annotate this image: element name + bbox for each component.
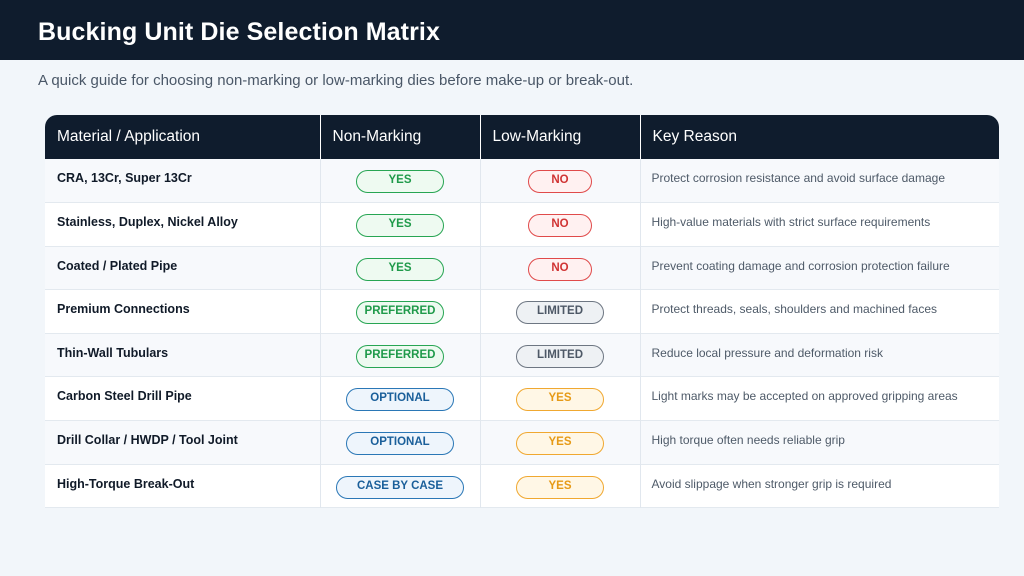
page-title: Bucking Unit Die Selection Matrix: [38, 18, 440, 46]
material-cell: High-Torque Break-Out: [45, 464, 321, 508]
non-marking-badge: YES: [356, 170, 444, 193]
non-marking-badge: YES: [356, 257, 444, 281]
low-marking-badge: YES: [516, 388, 604, 412]
reason-cell: High-value materials with strict surface…: [651, 215, 931, 230]
non-marking-badge: YES: [356, 214, 444, 238]
low-marking-badge: YES: [516, 432, 604, 456]
table-row: Coated / Plated Pipe YES NO Prevent coat…: [45, 246, 999, 290]
material-cell: CRA, 13Cr, Super 13Cr: [45, 159, 321, 203]
non-marking-badge: OPTIONAL: [346, 432, 454, 456]
table-row: CRA, 13Cr, Super 13Cr YES NO Protect cor…: [45, 159, 999, 203]
material-cell: Thin-Wall Tubulars: [45, 333, 321, 377]
table-header-row: Material / Application Non-Marking Low-M…: [45, 115, 999, 159]
low-marking-badge: NO: [528, 214, 592, 238]
low-marking-badge: NO: [528, 170, 592, 193]
material-cell: Coated / Plated Pipe: [45, 246, 321, 290]
material-cell: Carbon Steel Drill Pipe: [45, 376, 321, 421]
header-non-marking: Non-Marking: [320, 115, 481, 159]
title-bar: Bucking Unit Die Selection Matrix: [0, 0, 1024, 60]
non-marking-badge: PREFERRED: [356, 301, 444, 325]
reason-cell: Protect corrosion resistance and avoid s…: [651, 171, 946, 185]
low-marking-badge: LIMITED: [516, 301, 604, 325]
header-low-marking: Low-Marking: [480, 115, 641, 159]
low-marking-badge: NO: [528, 257, 592, 281]
header-material: Material / Application: [45, 115, 321, 159]
table-row: Drill Collar / HWDP / Tool Joint OPTIONA…: [45, 420, 999, 465]
non-marking-badge: CASE BY CASE: [336, 475, 464, 499]
low-marking-badge: LIMITED: [516, 344, 604, 368]
material-cell: Premium Connections: [45, 289, 321, 334]
table-row: Thin-Wall Tubulars PREFERRED LIMITED Red…: [45, 333, 999, 377]
reason-cell: Light marks may be accepted on approved …: [651, 389, 958, 404]
non-marking-badge: OPTIONAL: [346, 388, 454, 412]
reason-cell: High torque often needs reliable grip: [651, 433, 845, 448]
reason-cell: Protect threads, seals, shoulders and ma…: [651, 302, 938, 317]
table-row: Carbon Steel Drill Pipe OPTIONAL YES Lig…: [45, 376, 999, 421]
header-key-reason: Key Reason: [640, 115, 999, 159]
page-subtitle: A quick guide for choosing non-marking o…: [38, 72, 634, 89]
table-row: Stainless, Duplex, Nickel Alloy YES NO H…: [45, 202, 999, 247]
reason-cell: Prevent coating damage and corrosion pro…: [651, 258, 950, 273]
material-cell: Drill Collar / HWDP / Tool Joint: [45, 420, 321, 465]
non-marking-badge: PREFERRED: [356, 344, 444, 368]
table-row: Premium Connections PREFERRED LIMITED Pr…: [45, 289, 999, 334]
table-row: High-Torque Break-Out CASE BY CASE YES A…: [45, 464, 999, 508]
reason-cell: Reduce local pressure and deformation ri…: [651, 345, 883, 360]
reason-cell: Avoid slippage when stronger grip is req…: [651, 476, 892, 491]
material-cell: Stainless, Duplex, Nickel Alloy: [45, 202, 321, 247]
low-marking-badge: YES: [516, 475, 604, 499]
die-selection-table: Material / Application Non-Marking Low-M…: [45, 115, 999, 508]
